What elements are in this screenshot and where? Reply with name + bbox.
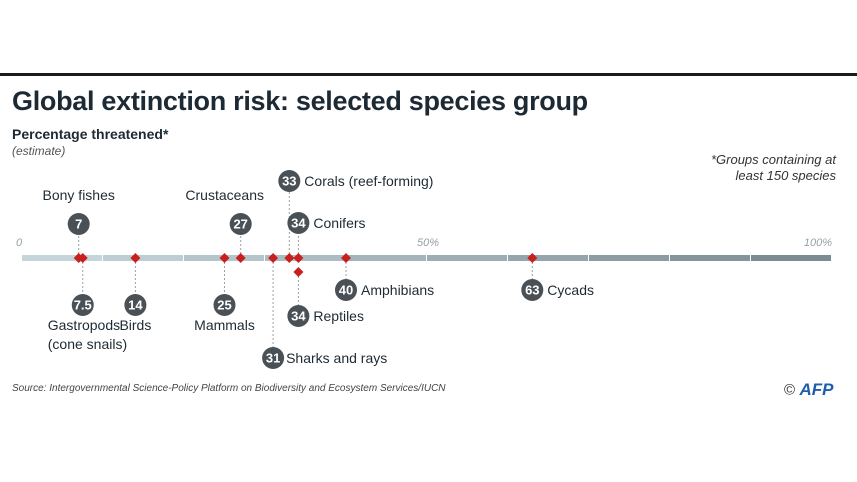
series-label-conifers: Conifers bbox=[313, 215, 365, 231]
marker-crustaceans bbox=[235, 253, 246, 263]
tick-label-50: 50% bbox=[417, 237, 439, 249]
value-label-cycads: 63 bbox=[525, 283, 539, 298]
chart-title: Global extinction risk: selected species… bbox=[12, 86, 588, 116]
marker-mammals bbox=[219, 253, 230, 263]
bubble-sharks-and-rays bbox=[262, 347, 285, 369]
bubble-conifers bbox=[287, 212, 310, 234]
axis-track-segment bbox=[346, 255, 426, 261]
tick-label-100: 100% bbox=[804, 237, 832, 249]
series-labels: Bony fishes Gastropods (cone snails) Birds M… bbox=[43, 173, 594, 366]
axis-track-segment bbox=[103, 255, 183, 261]
series-label-reptiles: Reptiles bbox=[313, 308, 364, 324]
afp-logo: AFP bbox=[799, 380, 834, 399]
bubble-mammals bbox=[213, 294, 236, 316]
bubble-bony-fishes bbox=[67, 213, 90, 235]
bubble-crustaceans bbox=[229, 213, 252, 235]
source-note: Source: Intergovernmental Science-Policy… bbox=[12, 383, 446, 394]
value-label-mammals: 25 bbox=[217, 298, 231, 313]
series-label-corals-reef-forming: Corals (reef-forming) bbox=[304, 173, 433, 189]
axis-track-segment bbox=[589, 255, 669, 261]
value-label-conifers: 34 bbox=[291, 216, 306, 231]
series-label-mammals: Mammals bbox=[194, 317, 255, 333]
bubble-gastropods-cone-snails bbox=[71, 294, 94, 316]
marker-reptiles bbox=[293, 267, 304, 277]
axis-track-segment bbox=[22, 255, 102, 261]
chart-footnote: *Groups containing at least 150 species bbox=[710, 152, 836, 183]
agency-credit: © AFP bbox=[784, 380, 834, 400]
axis-track-segment bbox=[427, 255, 507, 261]
bubble-corals-reef-forming bbox=[278, 170, 301, 192]
value-label-reptiles: 34 bbox=[291, 309, 306, 324]
series-label-gastropods-cone-snails-line2: (cone snails) bbox=[48, 336, 127, 352]
chart-area: 0 50% 100% 7 7.5 14 25 27 31 33 34 34 40 63 Bony fis… bbox=[16, 170, 832, 369]
bubble-reptiles bbox=[287, 305, 310, 327]
value-label-crustaceans: 27 bbox=[233, 217, 247, 232]
series-label-cycads: Cycads bbox=[547, 282, 594, 298]
value-label-bony-fishes: 7 bbox=[75, 217, 82, 232]
series-label-bony-fishes: Bony fishes bbox=[43, 187, 115, 203]
axis-track-segment bbox=[670, 255, 750, 261]
series-label-birds: Birds bbox=[119, 317, 151, 333]
tick-label-0: 0 bbox=[16, 237, 23, 249]
value-label-sharks-and-rays: 31 bbox=[266, 351, 280, 366]
marker-conifers bbox=[293, 253, 304, 263]
marker-amphibians bbox=[341, 253, 351, 263]
series-label-sharks-and-rays: Sharks and rays bbox=[286, 350, 387, 366]
value-label-amphibians: 40 bbox=[339, 283, 353, 298]
series-label-gastropods-cone-snails-line1: Gastropods bbox=[48, 317, 120, 333]
series-label-amphibians: Amphibians bbox=[361, 282, 434, 298]
marker-birds bbox=[130, 253, 141, 263]
series-label-crustaceans: Crustaceans bbox=[185, 187, 264, 203]
marker-corals-reef-forming bbox=[284, 253, 295, 263]
axis-ticks: 0 50% 100% bbox=[16, 237, 832, 249]
bubble-cycads bbox=[521, 279, 544, 301]
axis-track bbox=[22, 255, 831, 261]
copyright-symbol: © bbox=[784, 381, 796, 399]
marker-cycads bbox=[527, 253, 538, 263]
bubble-birds bbox=[124, 294, 147, 316]
marker-gastropods-cone-snails bbox=[77, 253, 88, 263]
chart-subnote: (estimate) bbox=[12, 144, 66, 158]
axis-track-segment bbox=[751, 255, 831, 261]
value-label-corals-reef-forming: 33 bbox=[282, 174, 296, 189]
axis-track-segment bbox=[508, 255, 588, 261]
chart-subtitle: Percentage threatened* bbox=[12, 126, 169, 142]
marker-sharks-and-rays bbox=[268, 253, 279, 263]
axis-track-segment bbox=[265, 255, 345, 261]
value-label-birds: 14 bbox=[128, 298, 143, 313]
data-markers bbox=[73, 253, 538, 277]
top-rule bbox=[0, 73, 857, 76]
value-label-gastropods-cone-snails: 7.5 bbox=[74, 298, 92, 313]
bubble-amphibians bbox=[335, 279, 357, 301]
value-bubbles: 7 7.5 14 25 27 31 33 34 34 40 63 bbox=[67, 170, 544, 369]
